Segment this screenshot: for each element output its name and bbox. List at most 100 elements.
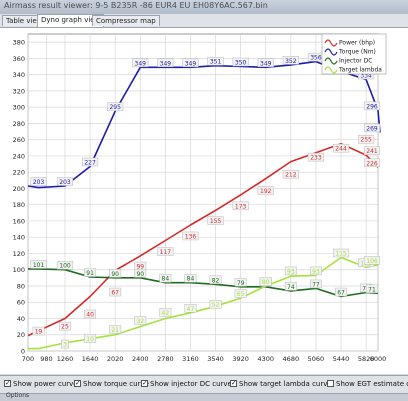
dyno-chart-area: 0 20 40 60 80 100 120 140 160 180 200 220 240 260 280 3… xyxy=(0,28,408,374)
torque-legend-label: Torque (Nm) xyxy=(338,49,376,56)
data-label-box xyxy=(207,216,224,225)
y-tick-label: 140 xyxy=(13,234,25,242)
data-label-box xyxy=(335,287,347,297)
data-label: 10 xyxy=(86,336,94,343)
power-series-line xyxy=(27,142,379,337)
y-tick-label: 380 xyxy=(13,39,25,47)
data-label-box xyxy=(132,58,149,68)
data-label-box xyxy=(184,273,197,283)
data-label: 65 xyxy=(237,291,245,298)
checkbox-box[interactable]: ✓ xyxy=(230,378,237,387)
checkbox-label: Show power curve xyxy=(13,380,78,388)
x-tick-label: 2780 xyxy=(157,355,174,363)
data-label-box xyxy=(284,266,297,276)
data-label-box xyxy=(159,273,172,283)
y-tick-label: 240 xyxy=(13,152,25,160)
x-tick-label: 3160 xyxy=(182,355,199,363)
data-label-box xyxy=(84,334,97,343)
show-target-lambda-curve-checkbox[interactable]: ✓ Show target lambda curve xyxy=(230,379,332,390)
data-label-box xyxy=(232,57,249,67)
data-label-box xyxy=(56,260,74,270)
data-label-box xyxy=(182,58,199,68)
data-label: 296 xyxy=(366,103,378,110)
x-tick-label: 2020 xyxy=(107,355,124,363)
injector-dc-legend-label: Injector DC xyxy=(339,58,372,65)
data-label-box xyxy=(363,256,381,265)
checkbox-box[interactable]: ✓ xyxy=(4,378,11,387)
data-label: 84 xyxy=(162,276,170,283)
data-label: 79 xyxy=(237,280,245,287)
data-label: 67 xyxy=(111,290,119,297)
y-tick-label: 360 xyxy=(13,55,25,63)
data-label-box xyxy=(284,282,297,291)
show-egt-estimate-curve-checkbox[interactable]: Show EGT estimate curve xyxy=(327,379,408,390)
data-label: 71 xyxy=(368,286,376,293)
tab-label: Compressor map xyxy=(96,17,156,25)
data-label: 349 xyxy=(160,60,172,67)
data-label-box xyxy=(309,266,322,276)
data-label: 80 xyxy=(262,279,270,286)
x-tick-label: 700 xyxy=(22,355,34,363)
data-label: 192 xyxy=(260,188,272,195)
data-label-box xyxy=(107,102,124,111)
tab-label: Table view xyxy=(6,17,43,25)
checkbox-box[interactable]: ✓ xyxy=(74,378,81,387)
target-lambda-series-line xyxy=(28,256,379,350)
show-torque-curve-checkbox[interactable]: ✓ Show torque curve xyxy=(74,379,149,390)
data-label: 233 xyxy=(310,155,322,162)
data-label-box xyxy=(207,56,224,66)
data-label: 74 xyxy=(287,284,295,291)
data-label-box xyxy=(159,308,172,317)
y-tick-label: 340 xyxy=(13,71,25,79)
data-label: 226 xyxy=(366,160,378,167)
options-panel-header[interactable]: Options xyxy=(0,392,408,401)
data-label: 349 xyxy=(185,60,197,67)
data-label: 90 xyxy=(111,271,119,278)
data-label: 349 xyxy=(260,60,272,67)
show-injector-dc-curve-checkbox[interactable]: ✓ Show injector DC curve xyxy=(141,379,232,390)
data-label-box xyxy=(32,326,45,336)
data-label: 19 xyxy=(35,329,43,336)
data-label-box xyxy=(59,321,71,331)
x-tick-label: 980 xyxy=(40,355,52,363)
y-tick-label: 80 xyxy=(17,282,25,290)
data-label-box xyxy=(234,289,247,298)
checkbox-label: Show target lambda curve xyxy=(239,380,332,388)
x-tick-label: 5440 xyxy=(333,355,350,363)
data-label: 93 xyxy=(287,268,295,275)
options-panel-label: Options xyxy=(6,392,30,399)
data-label-box xyxy=(363,101,381,111)
data-label: 255 xyxy=(360,137,372,144)
data-label: 47 xyxy=(187,306,195,313)
x-tick-label: 3920 xyxy=(232,355,249,363)
x-tick-label: 5820 xyxy=(358,355,375,363)
y-tick-label: 100 xyxy=(13,266,25,274)
y-tick-label: 20 xyxy=(17,331,25,339)
data-label: 91 xyxy=(86,270,94,277)
data-label-box xyxy=(184,304,197,313)
checkbox-label: Show injector DC curve xyxy=(150,380,232,388)
data-label: 100 xyxy=(59,263,71,270)
data-label: 106 xyxy=(366,258,378,265)
tab-compressor-map[interactable]: Compressor map xyxy=(92,15,160,26)
data-label-box xyxy=(363,123,381,133)
data-label: 99 xyxy=(136,264,144,271)
show-power-curve-checkbox[interactable]: ✓ Show power curve xyxy=(4,379,78,390)
injector-dc-series-line xyxy=(28,268,379,298)
data-label: 349 xyxy=(135,60,147,67)
data-label: 155 xyxy=(210,218,222,225)
data-label: 356 xyxy=(310,55,322,62)
data-label-box xyxy=(358,134,375,144)
y-tick-label: 220 xyxy=(13,169,25,177)
y-tick-label: 0 xyxy=(21,348,25,356)
target-lambda-legend-label: Target lambda xyxy=(338,67,382,74)
data-label: 42 xyxy=(162,310,170,317)
checkbox-box[interactable]: ✓ xyxy=(141,378,148,387)
data-label-box xyxy=(366,284,378,294)
y-tick-label: 180 xyxy=(13,201,25,209)
checkbox-label: Show EGT estimate curve xyxy=(336,380,408,388)
data-label-box xyxy=(332,248,350,258)
data-label: 173 xyxy=(235,203,247,210)
y-tick-label: 120 xyxy=(13,250,25,258)
checkbox-box[interactable] xyxy=(327,379,334,387)
